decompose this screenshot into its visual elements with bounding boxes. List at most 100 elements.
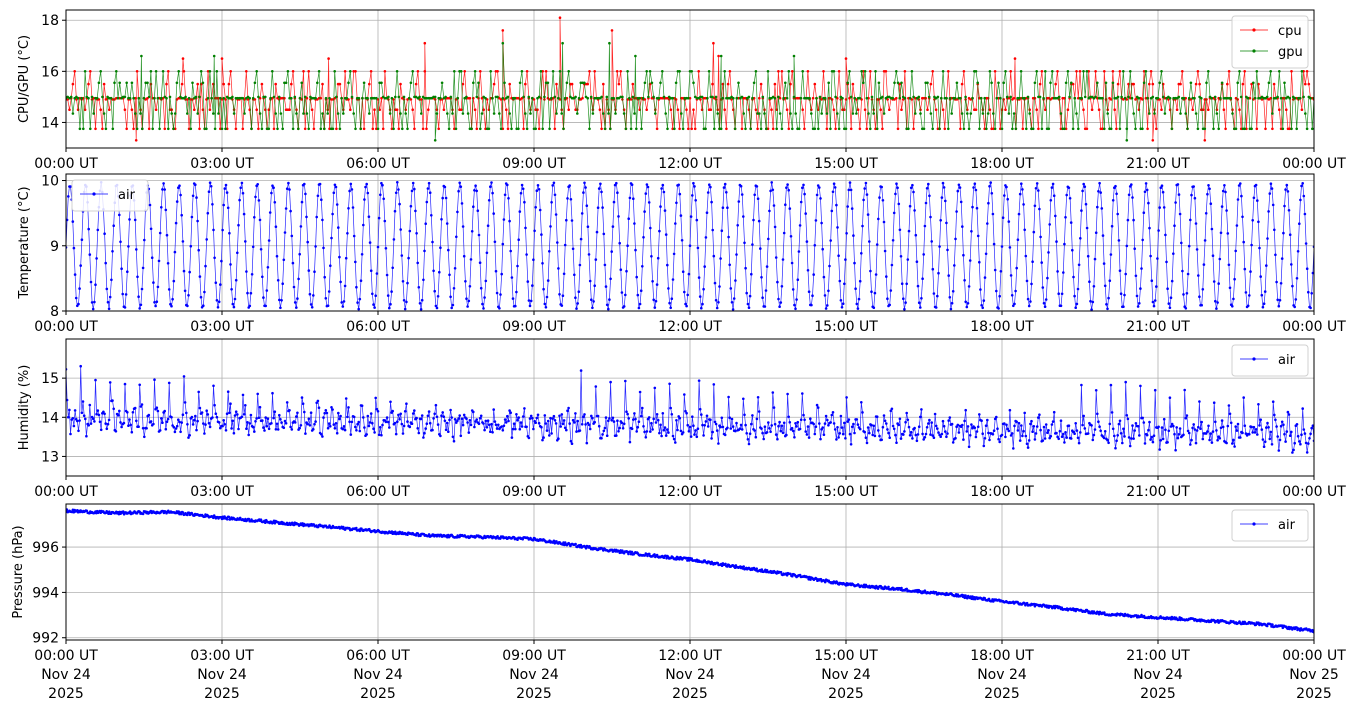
data-point <box>836 226 839 229</box>
data-point <box>1043 305 1047 309</box>
data-point <box>212 228 215 232</box>
data-point <box>439 246 442 249</box>
data-point <box>165 420 169 424</box>
data-point <box>696 246 700 250</box>
data-point <box>1228 412 1232 416</box>
data-point <box>877 217 880 221</box>
data-point <box>245 70 248 73</box>
data-point <box>615 70 619 73</box>
data-point <box>264 95 267 99</box>
data-point <box>377 433 381 437</box>
data-point <box>1257 220 1260 224</box>
data-point <box>1220 205 1224 208</box>
data-point <box>88 253 92 256</box>
data-point <box>189 127 193 131</box>
data-point <box>313 270 316 274</box>
data-point <box>1184 307 1188 310</box>
data-point <box>368 241 372 244</box>
data-point <box>433 412 437 416</box>
data-point <box>995 289 998 293</box>
data-point <box>1250 425 1253 429</box>
data-point <box>340 301 344 304</box>
data-point <box>1244 291 1248 294</box>
data-point <box>1056 270 1059 273</box>
data-point <box>825 112 829 115</box>
data-point <box>1151 82 1155 86</box>
data-point <box>646 185 650 189</box>
data-point <box>759 127 763 131</box>
data-point <box>938 127 941 131</box>
data-point <box>389 400 392 404</box>
data-point <box>1116 95 1120 99</box>
data-point <box>1228 286 1232 290</box>
data-point <box>1090 424 1093 427</box>
legend-label: gpu <box>1278 45 1303 60</box>
data-point <box>1094 389 1098 392</box>
data-point <box>929 433 932 436</box>
data-point <box>316 399 320 403</box>
data-point <box>185 411 188 415</box>
data-point <box>1161 95 1165 99</box>
data-point <box>369 70 373 73</box>
data-point <box>87 424 90 427</box>
data-point <box>67 195 70 198</box>
data-point <box>274 225 278 228</box>
data-point <box>746 438 750 441</box>
data-point <box>1241 82 1245 86</box>
data-point <box>416 261 420 265</box>
data-point <box>591 112 595 115</box>
data-point <box>196 82 199 86</box>
data-point <box>427 181 431 185</box>
data-point <box>163 127 167 131</box>
data-point <box>561 422 565 426</box>
data-point <box>1172 424 1175 428</box>
data-point <box>593 70 596 73</box>
data-point <box>116 414 120 417</box>
data-point <box>417 286 421 289</box>
data-point <box>561 294 565 298</box>
data-point <box>747 306 751 310</box>
data-point <box>889 409 893 413</box>
data-point <box>413 127 416 131</box>
data-point <box>573 421 576 424</box>
data-point <box>863 430 866 434</box>
data-point <box>460 417 464 421</box>
data-point <box>1303 212 1307 216</box>
data-point <box>838 432 842 435</box>
data-point <box>441 196 445 200</box>
data-point <box>1210 441 1214 444</box>
data-point <box>778 305 781 309</box>
data-point <box>362 416 365 419</box>
data-point <box>440 218 443 221</box>
data-point <box>922 253 925 256</box>
data-point <box>515 290 518 294</box>
data-point <box>1256 433 1259 436</box>
data-point <box>903 96 907 100</box>
data-point <box>281 127 285 131</box>
data-point <box>182 269 186 273</box>
x-tick-label: 21:00 UT <box>1126 484 1190 500</box>
data-point <box>495 291 499 295</box>
data-point <box>1251 431 1254 434</box>
data-point <box>553 419 557 422</box>
data-point <box>788 421 792 424</box>
data-point <box>841 302 845 306</box>
data-point <box>104 261 107 265</box>
data-point <box>858 279 862 283</box>
data-point <box>1219 96 1222 100</box>
data-point <box>371 292 374 296</box>
data-point <box>113 81 116 85</box>
data-point <box>273 201 277 204</box>
data-point <box>1023 411 1026 415</box>
data-point <box>615 181 618 185</box>
data-point <box>923 224 927 228</box>
data-point <box>388 112 392 115</box>
data-point <box>912 127 915 131</box>
data-point <box>1046 431 1049 435</box>
data-point <box>1309 96 1312 100</box>
data-point <box>202 422 205 425</box>
data-point <box>1038 95 1042 99</box>
data-point <box>330 406 333 409</box>
data-point <box>869 70 872 73</box>
data-point <box>946 432 949 435</box>
